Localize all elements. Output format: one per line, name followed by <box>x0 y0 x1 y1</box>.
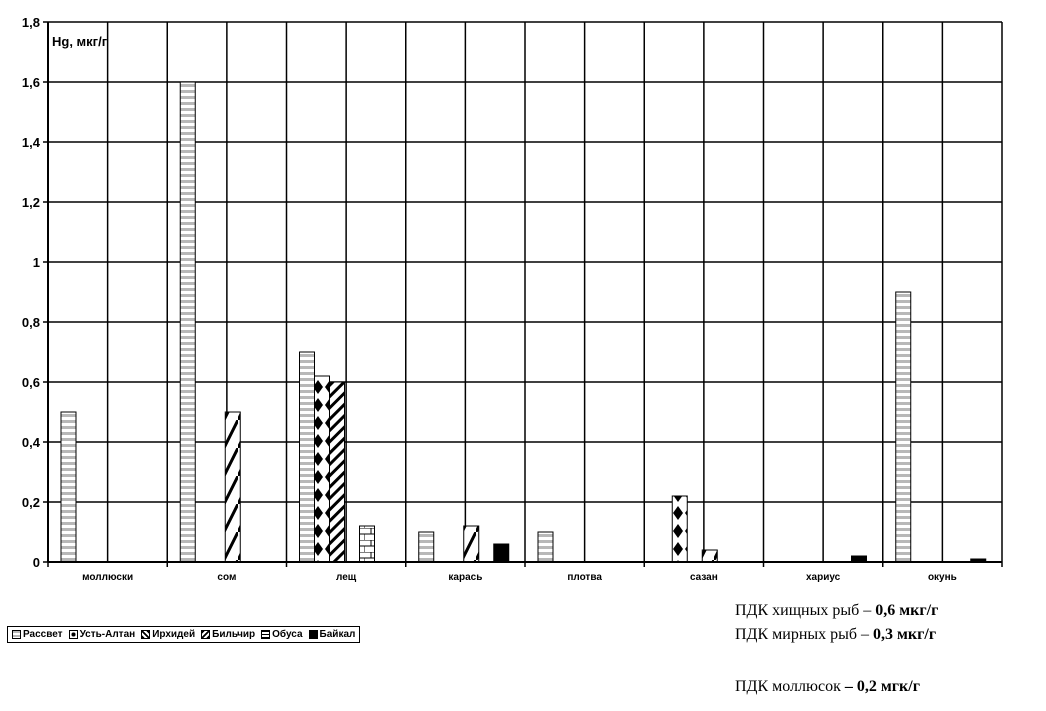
bar-0-0 <box>60 411 77 563</box>
y-tick-label: 1,2 <box>22 195 40 210</box>
y-tick-label: 1,8 <box>22 15 40 30</box>
bar-2-0 <box>299 351 315 563</box>
legend-swatch <box>261 630 271 639</box>
chart-axes <box>43 21 1003 567</box>
x-tick-label: сом <box>217 572 236 583</box>
legend-item: Байкал <box>308 629 356 640</box>
legend-label: Обуса <box>272 629 303 640</box>
legend-label: Бильчир <box>212 629 256 640</box>
y-tick-label: 0,6 <box>22 375 40 390</box>
legend-swatch <box>201 630 211 639</box>
bar-4-0 <box>537 531 554 563</box>
legend-label: Рассвет <box>23 629 63 640</box>
legend-label: Ирхидей <box>152 629 196 640</box>
note-value: 0,3 мкг/г <box>873 626 937 643</box>
x-tick-label: сазан <box>690 572 718 583</box>
legend-label: Усть-Алтан <box>79 629 136 640</box>
legend-item: Рассвет <box>12 629 63 640</box>
legend-swatch <box>12 630 21 639</box>
bar-5-3 <box>701 549 718 563</box>
note-label: ПДК хищных рыб – <box>735 602 876 619</box>
x-tick-label: карась <box>448 572 482 583</box>
bar-2-2 <box>329 381 345 563</box>
bar-chart: 0 0,2 0,4 0,6 0,8 1 1,2 1,4 1,6 1,8 моллюски сом лещ… <box>22 15 1003 583</box>
y-tick-label: 0 <box>33 555 40 570</box>
note-label: ПДК мирных рыб – <box>735 626 874 643</box>
bar-2-4 <box>359 525 375 563</box>
x-tick-label: моллюски <box>82 572 133 583</box>
bar-2-1 <box>314 375 330 563</box>
legend-swatch <box>308 630 318 639</box>
bar-3-3 <box>463 525 480 563</box>
y-tick-label: 1 <box>33 255 40 270</box>
legend-swatch <box>141 630 151 639</box>
x-tick-label: окунь <box>928 572 957 583</box>
chart-labels: 0 0,2 0,4 0,6 0,8 1 1,2 1,4 1,6 1,8 моллюски сом лещ… <box>22 15 957 583</box>
x-tick-label: плотва <box>567 572 602 583</box>
bar-3-5 <box>493 543 510 563</box>
bar-1-3 <box>224 411 241 563</box>
bar-3-0 <box>418 531 435 563</box>
y-tick-label: 0,8 <box>22 315 40 330</box>
note-predatory-fish: ПДК хищных рыб – 0,6 мкг/г <box>735 602 938 620</box>
legend-swatch <box>68 630 78 639</box>
y-axis-label: Hg, мкг/г <box>52 34 108 49</box>
note-value: 0,6 мкг/г <box>875 602 939 619</box>
note-label: ПДК моллюсок <box>735 678 845 695</box>
y-tick-label: 1,6 <box>22 75 40 90</box>
legend-item: Бильчир <box>201 629 255 640</box>
note-value: – 0,2 мгк/г <box>844 678 920 695</box>
bar-5-1 <box>671 495 688 563</box>
legend-label: Байкал <box>319 629 356 640</box>
note-mollusks: ПДК моллюсок – 0,2 мгк/г <box>735 678 920 696</box>
legend-item: Ирхидей <box>141 629 195 640</box>
x-tick-label: лещ <box>336 572 357 583</box>
legend-item: Обуса <box>261 629 303 640</box>
x-tick-label: хариус <box>806 572 841 583</box>
legend: Рассвет Усть-Алтан Ирхидей Бильчир Обуса Байк… <box>7 626 361 643</box>
y-tick-label: 0,4 <box>22 435 41 450</box>
bar-1-0 <box>179 81 196 563</box>
note-peaceful-fish: ПДК мирных рыб – 0,3 мкг/г <box>735 626 936 644</box>
y-tick-label: 0,2 <box>22 495 40 510</box>
y-tick-label: 1,4 <box>22 135 41 150</box>
bar-7-0 <box>895 291 912 563</box>
legend-item: Усть-Алтан <box>68 629 136 640</box>
